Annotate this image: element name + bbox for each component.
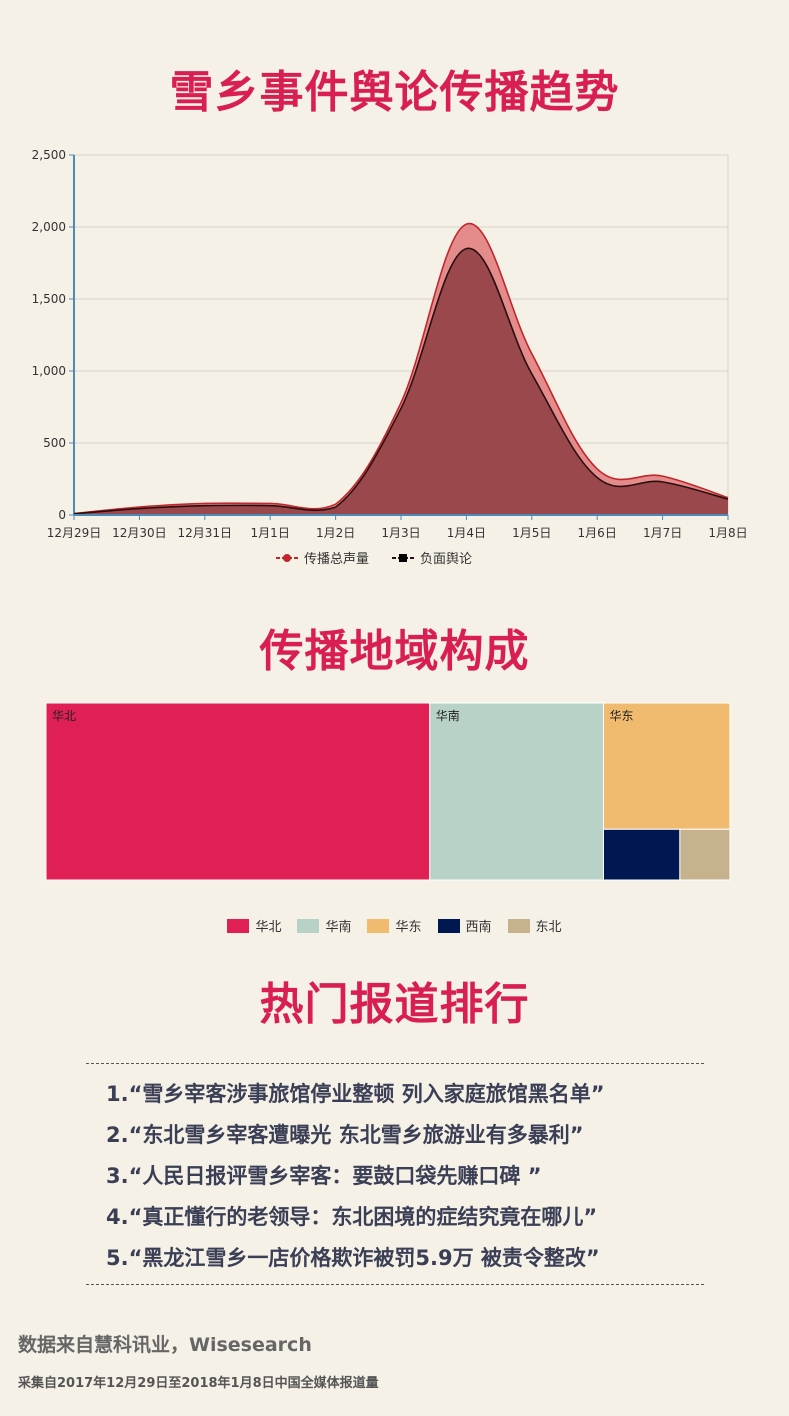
legend-item[interactable]: 东北	[507, 916, 562, 935]
x-tick-label: 1月8日	[708, 526, 747, 540]
legend-item[interactable]: 华东	[367, 916, 422, 935]
x-tick-label: 12月30日	[112, 526, 167, 540]
region-legend: 华北 华南 华东 西南 东北	[0, 916, 789, 935]
ranking-item-3[interactable]: 3.“人民日报评雪乡宰客：要鼓口袋先赚口碑 ”	[106, 1164, 542, 1188]
ranking-title: 热门报道排行	[259, 979, 530, 1030]
ranking-item-1[interactable]: 1.“雪乡宰客涉事旅馆停业整顿 列入家庭旅馆黑名单”	[106, 1082, 605, 1106]
legend-swatch	[437, 918, 460, 933]
source-line: 数据来自慧科讯业，Wisesearch	[18, 1334, 312, 1356]
legend-label: 负面舆论	[420, 552, 472, 567]
x-tick-label: 1月4日	[447, 526, 486, 540]
x-tick-label: 1月6日	[578, 526, 617, 540]
x-tick-label: 12月31日	[178, 526, 233, 540]
series-line	[73, 247, 729, 515]
legend-marker	[283, 554, 291, 562]
legend-item[interactable]: 华南	[297, 916, 351, 935]
treemap-label: 华北	[52, 709, 76, 723]
treemap-label: 华东	[609, 709, 633, 723]
region-treemap: 华北 华南 华东	[45, 702, 731, 881]
x-tick-label: 1月2日	[316, 526, 355, 540]
y-tick-label: 1,000	[32, 364, 66, 378]
treemap-cell-1	[45, 702, 431, 881]
ranking-item-2[interactable]: 2.“东北雪乡宰客遭曝光 东北雪乡旅游业有多暴利”	[106, 1123, 584, 1147]
trend-title: 雪乡事件舆论传播趋势	[169, 67, 620, 118]
legend-label: 华东	[395, 920, 422, 935]
treemap-cell-3	[602, 702, 731, 830]
y-tick-label: 0	[58, 508, 66, 522]
legend-swatch	[367, 918, 390, 933]
series-line	[73, 222, 729, 515]
source-note: 采集自2017年12月29日至2018年1月8日中国全媒体报道量	[18, 1376, 379, 1391]
legend-swatch	[297, 918, 320, 933]
legend-marker	[399, 554, 407, 562]
y-tick-label: 2,000	[32, 220, 66, 234]
x-tick-label: 1月3日	[381, 526, 420, 540]
region-title: 传播地域构成	[259, 626, 530, 677]
y-tick-label: 500	[43, 436, 66, 450]
x-tick-label: 1月5日	[512, 526, 551, 540]
trend-chart: 0 500 1,000 1,500 2,000 2,500 12月29日 12月30日 12月3…	[32, 148, 748, 567]
legend-label: 华南	[325, 920, 352, 935]
legend-label: 西南	[465, 920, 492, 935]
legend-swatch	[227, 918, 250, 933]
x-tick-label: 12月29日	[47, 526, 102, 540]
ranking-item-4[interactable]: 4.“真正懂行的老领导：东北困境的症结究竟在哪儿”	[106, 1205, 598, 1229]
legend-item[interactable]: 西南	[437, 916, 492, 935]
y-tick-label: 2,500	[32, 148, 66, 162]
legend-swatch	[507, 918, 530, 933]
ranking-list: 1.“雪乡宰客涉事旅馆停业整顿 列入家庭旅馆黑名单” 2.“东北雪乡宰客遭曝光 …	[86, 1063, 704, 1285]
treemap-cell-5	[679, 828, 731, 881]
treemap-cell-4	[602, 828, 681, 881]
ranking-item-5[interactable]: 5.“黑龙江雪乡一店价格欺诈被罚5.9万 被责令整改”	[106, 1246, 600, 1270]
y-tick-label: 1,500	[32, 292, 66, 306]
x-tick-label: 1月1日	[251, 526, 290, 540]
treemap-cell-2	[429, 702, 604, 881]
legend-item[interactable]: 华北	[227, 916, 281, 935]
x-tick-label: 1月7日	[643, 526, 682, 540]
treemap-label: 华南	[436, 708, 460, 723]
legend-label: 传播总声量	[304, 552, 369, 567]
series-area	[74, 248, 728, 516]
legend-label: 华北	[255, 920, 282, 935]
legend-label: 东北	[535, 920, 562, 935]
